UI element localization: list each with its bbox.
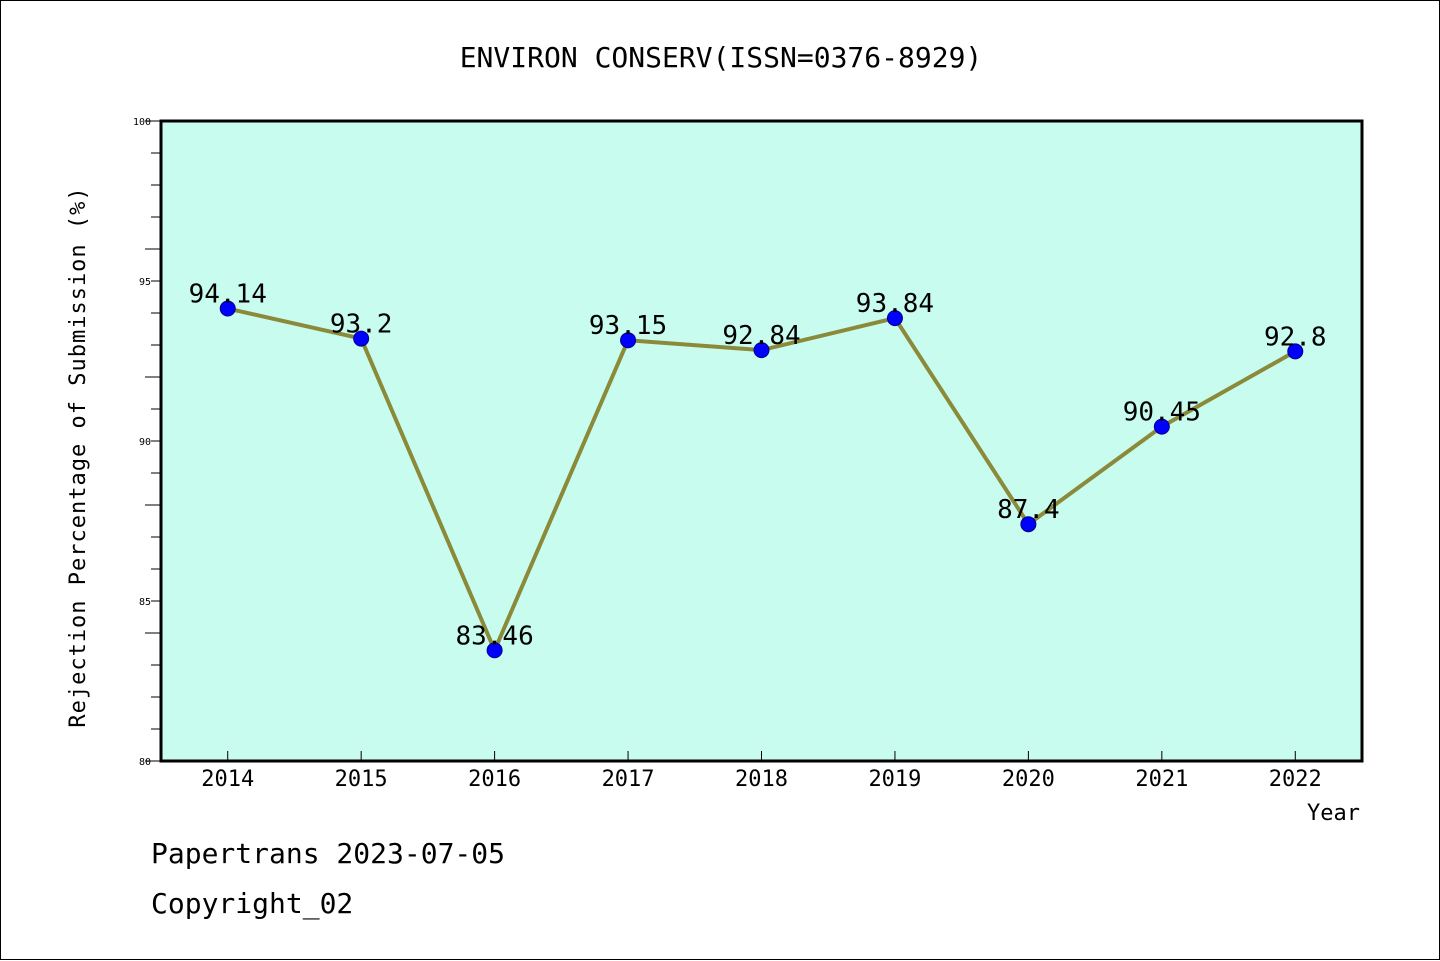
- y-tick-label: 85: [139, 597, 151, 608]
- y-tick-label: 90: [139, 437, 151, 448]
- x-axis: 2014 2015 2016 2017 2018 2019 2020 2021 2022: [201, 751, 1322, 792]
- data-point: [620, 332, 637, 349]
- x-tick-label: 2020: [1002, 767, 1055, 792]
- data-point: [219, 300, 236, 317]
- x-tick-label: 2017: [602, 767, 655, 792]
- data-points: [219, 300, 1304, 659]
- data-label: 92.8: [1264, 322, 1327, 352]
- y-axis: 80 85 90 95 100: [133, 117, 161, 768]
- data-label: 83.46: [455, 621, 533, 651]
- x-tick-label: 2022: [1269, 767, 1322, 792]
- plot-area: [161, 121, 1362, 761]
- x-tick-label: 2016: [468, 767, 521, 792]
- data-label: 87.4: [997, 495, 1060, 525]
- data-point: [1020, 516, 1037, 533]
- footer-copyright: Copyright_02: [151, 887, 354, 920]
- data-labels: 94.14 93.2 83.46 93.15 92.84 93.84 87.4 90.45 92…: [189, 280, 1327, 652]
- y-axis-label: Rejection Percentage of Submission (%): [66, 186, 91, 727]
- x-tick-label: 2018: [735, 767, 788, 792]
- x-tick-label: 2015: [335, 767, 388, 792]
- x-axis-label: Year: [1307, 801, 1360, 826]
- x-tick-label: 2021: [1135, 767, 1188, 792]
- data-point: [353, 330, 370, 347]
- data-label: 93.15: [589, 311, 667, 341]
- data-point: [753, 342, 770, 359]
- data-label: 93.84: [856, 289, 934, 319]
- x-tick-label: 2019: [868, 767, 921, 792]
- chart-title: ENVIRON CONSERV(ISSN=0376-8929): [460, 41, 983, 74]
- y-tick-label: 100: [133, 117, 151, 128]
- y-tick-label: 80: [139, 757, 151, 768]
- data-point: [886, 310, 903, 327]
- data-point: [1287, 343, 1304, 360]
- data-label: 90.45: [1123, 398, 1201, 428]
- data-label: 92.84: [722, 321, 800, 351]
- data-point: [1153, 418, 1170, 435]
- plot-frame: [159, 119, 1364, 763]
- data-point: [486, 642, 503, 659]
- y-tick-label: 95: [139, 277, 151, 288]
- x-tick-label: 2014: [201, 767, 254, 792]
- data-label: 93.2: [330, 310, 393, 340]
- footer-source: Papertrans 2023-07-05: [151, 837, 506, 870]
- data-label: 94.14: [189, 280, 267, 310]
